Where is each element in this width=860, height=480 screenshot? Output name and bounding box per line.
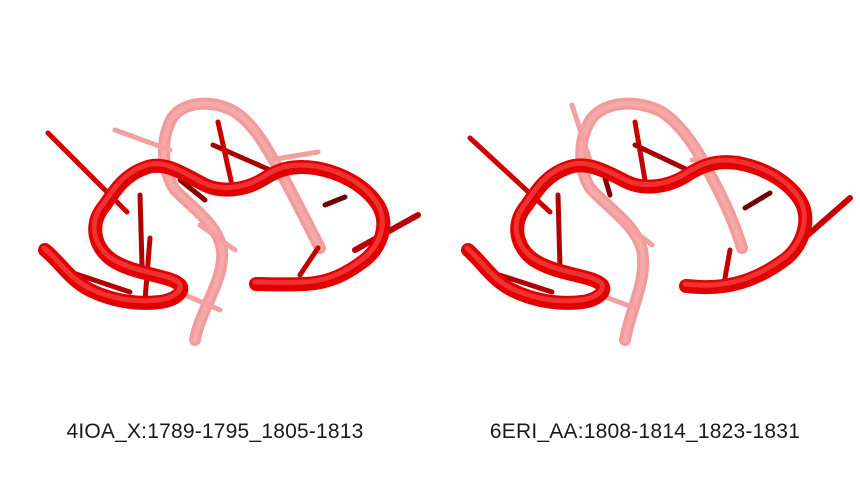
rna-structure-render-right (461, 97, 853, 346)
structure-label-right: 6ERI_AA:1808-1814_1823-1831 (489, 420, 801, 443)
backbone-front-strand (461, 155, 813, 310)
backbone-front-strand (38, 158, 391, 310)
structure-label-left: 4IOA_X:1789-1795_1805-1813 (66, 420, 364, 443)
rna-structure-render-left (38, 97, 421, 346)
structure-panel-left: 4IOA_X:1789-1795_1805-1813 (38, 97, 421, 443)
backbone-back-strand (158, 97, 326, 346)
base-sticks-back (112, 127, 321, 313)
backbone-back-strand (575, 97, 748, 346)
base-sticks-front (45, 119, 421, 303)
structure-panel-right: 6ERI_AA:1808-1814_1823-1831 (430, 0, 860, 480)
